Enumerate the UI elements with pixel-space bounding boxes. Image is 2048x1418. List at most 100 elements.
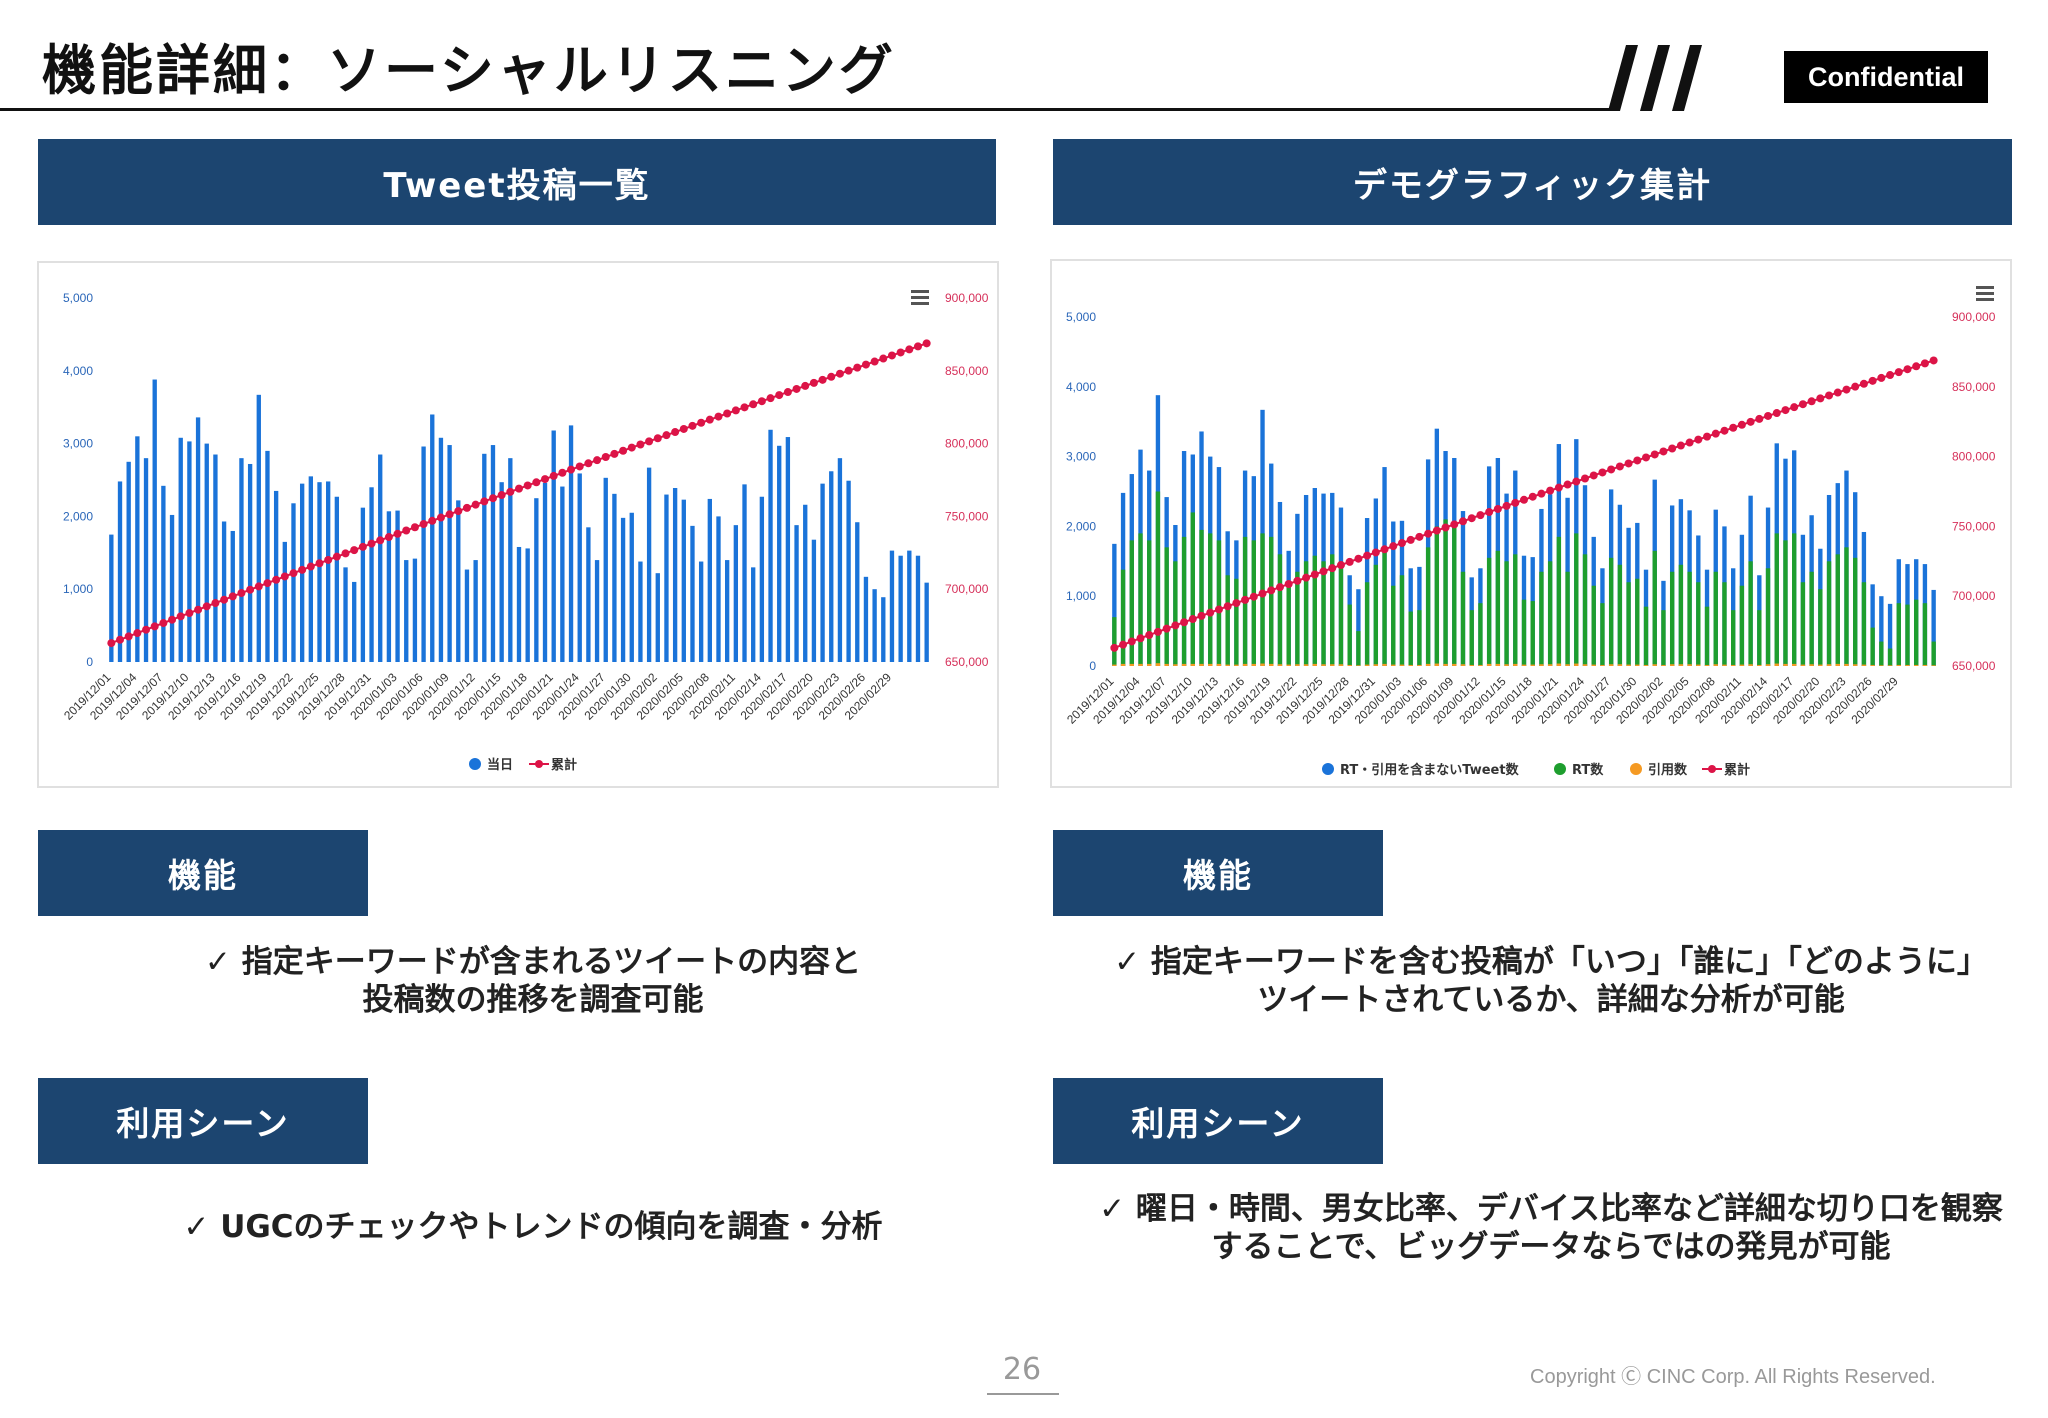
bar-0 xyxy=(612,493,617,662)
bar-0 xyxy=(195,417,201,662)
bar-2 xyxy=(1486,663,1492,666)
bar-0 xyxy=(672,488,678,662)
feature-desc-right-line2: ツイートされているか、詳細な分析が可能 xyxy=(1257,982,1845,1018)
y2-axis-tick-label: 900,000 xyxy=(945,291,989,305)
y-axis-tick-label: 1,000 xyxy=(1066,589,1096,603)
cumulative-point xyxy=(1615,462,1624,471)
bar-2 xyxy=(1853,664,1858,666)
bar-2 xyxy=(1739,664,1745,666)
bar-2 xyxy=(1356,665,1361,666)
cumulative-point xyxy=(1432,526,1441,535)
bar-0 xyxy=(473,560,478,662)
chart-menu-icon[interactable] xyxy=(911,290,929,306)
y2-axis-tick-label: 800,000 xyxy=(945,437,989,451)
cumulative-point xyxy=(1406,535,1415,544)
bar-1 xyxy=(1330,554,1335,666)
cumulative-point xyxy=(671,428,680,437)
cumulative-point xyxy=(1310,570,1319,579)
bar-1 xyxy=(1809,571,1814,666)
legend-label: RT数 xyxy=(1572,762,1604,778)
bar-0 xyxy=(282,541,287,662)
bar-1 xyxy=(1739,585,1745,666)
legend-marker xyxy=(1554,763,1566,775)
cumulative-point xyxy=(1720,426,1729,435)
cumulative-point xyxy=(844,366,853,375)
cumulative-point xyxy=(1502,501,1511,510)
chart-menu-icon[interactable] xyxy=(1976,286,1994,302)
bar-1 xyxy=(1225,575,1230,666)
bar-2 xyxy=(1469,664,1474,666)
cumulative-point xyxy=(1781,406,1790,415)
y2-axis-tick-label: 700,000 xyxy=(945,582,989,596)
legend-marker xyxy=(469,758,481,770)
cumulative-point xyxy=(1528,492,1537,501)
bar-0 xyxy=(343,567,348,662)
cumulative-point xyxy=(879,354,888,363)
bar-1 xyxy=(1748,561,1753,666)
bar-0 xyxy=(152,379,157,662)
cumulative-point xyxy=(1354,554,1363,563)
cumulative-point xyxy=(376,536,385,545)
y2-axis-tick-label: 850,000 xyxy=(1952,380,1996,394)
bar-0 xyxy=(404,560,409,662)
cumulative-point xyxy=(237,589,246,598)
cumulative-point xyxy=(1214,605,1223,614)
cumulative-point xyxy=(488,494,497,503)
cumulative-point xyxy=(1493,504,1502,513)
bar-1 xyxy=(1408,611,1413,666)
cumulative-point xyxy=(315,559,324,568)
bar-1 xyxy=(1234,578,1239,666)
bar-0 xyxy=(855,522,860,662)
cumulative-point xyxy=(116,635,125,644)
bar-2 xyxy=(1129,663,1134,666)
cumulative-point xyxy=(133,629,142,638)
tweet-chart: 0 1,000 2,000 3,000 4,000 5,000 650,000 700,000… xyxy=(37,261,999,788)
cumulative-point xyxy=(384,533,393,542)
bar-1 xyxy=(1469,610,1474,666)
cumulative-point xyxy=(176,612,185,621)
cumulative-point xyxy=(818,375,827,384)
bar-1 xyxy=(1164,547,1169,666)
bar-1 xyxy=(1521,599,1527,666)
bar-2 xyxy=(1251,663,1256,666)
cumulative-point xyxy=(1206,608,1215,617)
cumulative-point xyxy=(107,639,116,648)
feature-label-left: 機能 xyxy=(38,830,368,916)
usage-desc-right: ✓ 曜日・時間、男女比率、デバイス比率など詳細な切り口を観察 することで、ビッグ… xyxy=(1028,1190,2048,1266)
cumulative-point xyxy=(627,443,636,452)
cumulative-point xyxy=(1764,411,1773,420)
bar-0 xyxy=(803,504,808,662)
bar-2 xyxy=(1887,665,1893,666)
bar-0 xyxy=(889,550,895,662)
y2-axis-tick-label: 750,000 xyxy=(945,509,989,523)
usage-desc-left: ✓ UGCのチェックやトレンドの傾向を調査・分析 xyxy=(38,1208,1028,1246)
cumulative-point xyxy=(1223,602,1232,611)
cumulative-point xyxy=(1607,465,1616,474)
cumulative-point xyxy=(402,526,411,535)
cumulative-point xyxy=(1415,532,1424,541)
cumulative-point xyxy=(280,572,289,581)
bar-0 xyxy=(690,525,695,662)
y2-axis-tick-label: 800,000 xyxy=(1952,450,1996,464)
cumulative-point xyxy=(1119,640,1128,649)
cumulative-point xyxy=(1903,365,1912,374)
bar-2 xyxy=(1748,664,1753,666)
bar-0 xyxy=(135,436,140,662)
cumulative-point xyxy=(757,397,766,406)
cumulative-point xyxy=(124,632,133,641)
bar-0 xyxy=(169,514,175,662)
bar-0 xyxy=(751,567,756,662)
bar-2 xyxy=(1120,663,1126,666)
bar-1 xyxy=(1661,610,1666,666)
bar-1 xyxy=(1338,561,1344,666)
bar-1 xyxy=(1295,571,1300,666)
bar-1 xyxy=(1696,582,1701,666)
bar-2 xyxy=(1190,663,1195,666)
bar-0 xyxy=(369,487,374,662)
bar-0 xyxy=(915,555,921,662)
cumulative-point xyxy=(905,345,914,354)
bar-1 xyxy=(1120,569,1126,666)
cumulative-point xyxy=(1563,480,1572,489)
y-axis-tick-label: 2,000 xyxy=(1066,519,1096,533)
bar-2 xyxy=(1835,663,1840,666)
